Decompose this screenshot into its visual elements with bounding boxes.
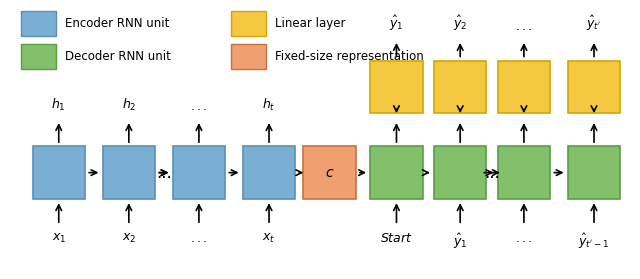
FancyBboxPatch shape bbox=[371, 61, 422, 113]
FancyBboxPatch shape bbox=[231, 44, 266, 69]
FancyBboxPatch shape bbox=[243, 146, 295, 199]
FancyBboxPatch shape bbox=[20, 11, 56, 36]
Text: $Start$: $Start$ bbox=[380, 232, 413, 245]
Text: $\hat{y}_2$: $\hat{y}_2$ bbox=[453, 14, 467, 33]
Text: Decoder RNN unit: Decoder RNN unit bbox=[65, 50, 171, 63]
Text: $\hat{y}_{t^\prime}$: $\hat{y}_{t^\prime}$ bbox=[586, 14, 602, 33]
Text: $...$: $...$ bbox=[515, 232, 532, 245]
Text: ...: ... bbox=[484, 164, 500, 182]
Text: $\hat{y}_1$: $\hat{y}_1$ bbox=[453, 232, 467, 251]
FancyBboxPatch shape bbox=[568, 61, 620, 113]
Text: $...$: $...$ bbox=[515, 100, 532, 113]
FancyBboxPatch shape bbox=[173, 146, 225, 199]
Text: $x_1$: $x_1$ bbox=[51, 232, 66, 245]
FancyBboxPatch shape bbox=[33, 146, 85, 199]
FancyBboxPatch shape bbox=[498, 61, 550, 113]
Text: Fixed-size representation: Fixed-size representation bbox=[275, 50, 424, 63]
FancyBboxPatch shape bbox=[568, 146, 620, 199]
FancyBboxPatch shape bbox=[231, 11, 266, 36]
Text: $...$: $...$ bbox=[190, 232, 207, 245]
Text: $...$: $...$ bbox=[515, 20, 532, 33]
Text: $h_2$: $h_2$ bbox=[122, 97, 136, 113]
Text: Linear layer: Linear layer bbox=[275, 17, 346, 30]
Text: $s_1$: $s_1$ bbox=[390, 100, 403, 113]
Text: $x_2$: $x_2$ bbox=[122, 232, 136, 245]
FancyBboxPatch shape bbox=[498, 146, 550, 199]
Text: $s_{t^\prime-1}$: $s_{t^\prime-1}$ bbox=[579, 100, 609, 113]
FancyBboxPatch shape bbox=[303, 146, 356, 199]
FancyBboxPatch shape bbox=[434, 61, 486, 113]
Text: $...$: $...$ bbox=[190, 100, 207, 113]
FancyBboxPatch shape bbox=[434, 146, 486, 199]
Text: $h_t$: $h_t$ bbox=[262, 97, 276, 113]
FancyBboxPatch shape bbox=[371, 146, 422, 199]
Text: $\hat{y}_{t^\prime-1}$: $\hat{y}_{t^\prime-1}$ bbox=[579, 232, 610, 251]
FancyBboxPatch shape bbox=[102, 146, 155, 199]
FancyBboxPatch shape bbox=[20, 44, 56, 69]
Text: ...: ... bbox=[156, 164, 172, 182]
Text: Encoder RNN unit: Encoder RNN unit bbox=[65, 17, 170, 30]
Text: $x_t$: $x_t$ bbox=[262, 232, 276, 245]
Text: $h_1$: $h_1$ bbox=[51, 97, 66, 113]
Text: $\hat{y}_1$: $\hat{y}_1$ bbox=[389, 14, 404, 33]
Text: $s_2$: $s_2$ bbox=[454, 100, 467, 113]
Text: $c$: $c$ bbox=[325, 166, 334, 180]
